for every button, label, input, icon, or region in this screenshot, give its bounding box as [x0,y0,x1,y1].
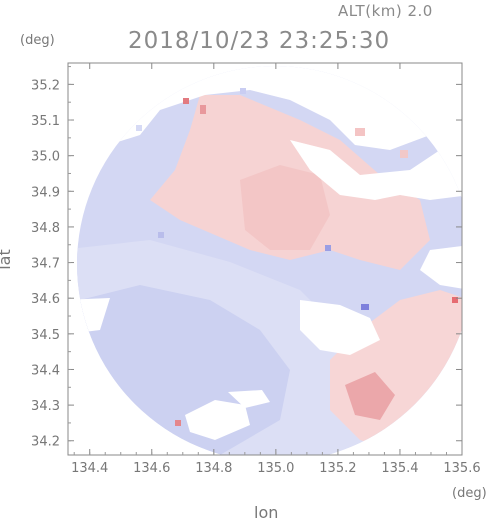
y-unit-label: (deg) [20,33,55,48]
speckle-blue [158,232,164,238]
no-echo-west [77,298,110,335]
y-tick-label: 35.0 [31,150,60,165]
y-tick-label: 34.3 [31,399,60,414]
x-tick-label: 135.0 [257,461,294,476]
y-tick-label: 34.7 [31,257,60,272]
y-tick-label: 34.9 [31,185,60,200]
speckle-blue [325,245,331,251]
speckle-blue [240,88,246,94]
radar-field [77,66,462,455]
no-echo-bay [300,300,380,355]
altitude-label: ALT(km) 2.0 [338,2,433,20]
x-tick-label: 134.6 [133,461,170,476]
y-tick-label: 34.6 [31,292,60,307]
y-tick-label: 34.2 [31,435,60,450]
plot-frame [67,62,463,456]
speckle-red [400,150,408,158]
x-tick-label: 135.4 [381,461,418,476]
y-tick-label: 35.1 [31,114,60,129]
speckle-red [200,105,206,114]
no-echo-east [420,245,462,290]
no-echo-island [185,400,250,440]
x-tick-label: 134.8 [195,461,232,476]
x-unit-label: (deg) [452,486,487,501]
y-tick-label: 34.5 [31,328,60,343]
x-tick-label: 135.2 [319,461,356,476]
strong-receding-patch [345,372,395,420]
x-tick-label: 135.6 [443,461,480,476]
x-tick-label: 134.4 [71,461,108,476]
y-tick-label: 35.2 [31,78,60,93]
speckle-red [452,297,458,303]
timestamp-title: 2018/10/23 23:25:30 [128,28,391,54]
receding-core [240,165,330,250]
x-ticks: 134.4 134.6 134.8 135.0 135.2 135.4 135.6 [71,63,481,476]
y-ticks: 34.2 34.3 34.4 34.5 34.6 34.7 34.8 34.9 35.0 35.1… [31,66,462,450]
no-echo-islet [228,390,270,408]
x-axis-label: lon [254,503,279,522]
speckle-red [183,98,189,104]
speckle-blue [361,304,369,310]
y-tick-label: 34.4 [31,363,60,378]
speckle-blue [136,125,142,131]
no-echo-gap [290,140,462,200]
speckle-red [355,128,365,136]
speckle-red [175,420,181,426]
y-tick-label: 34.8 [31,221,60,236]
